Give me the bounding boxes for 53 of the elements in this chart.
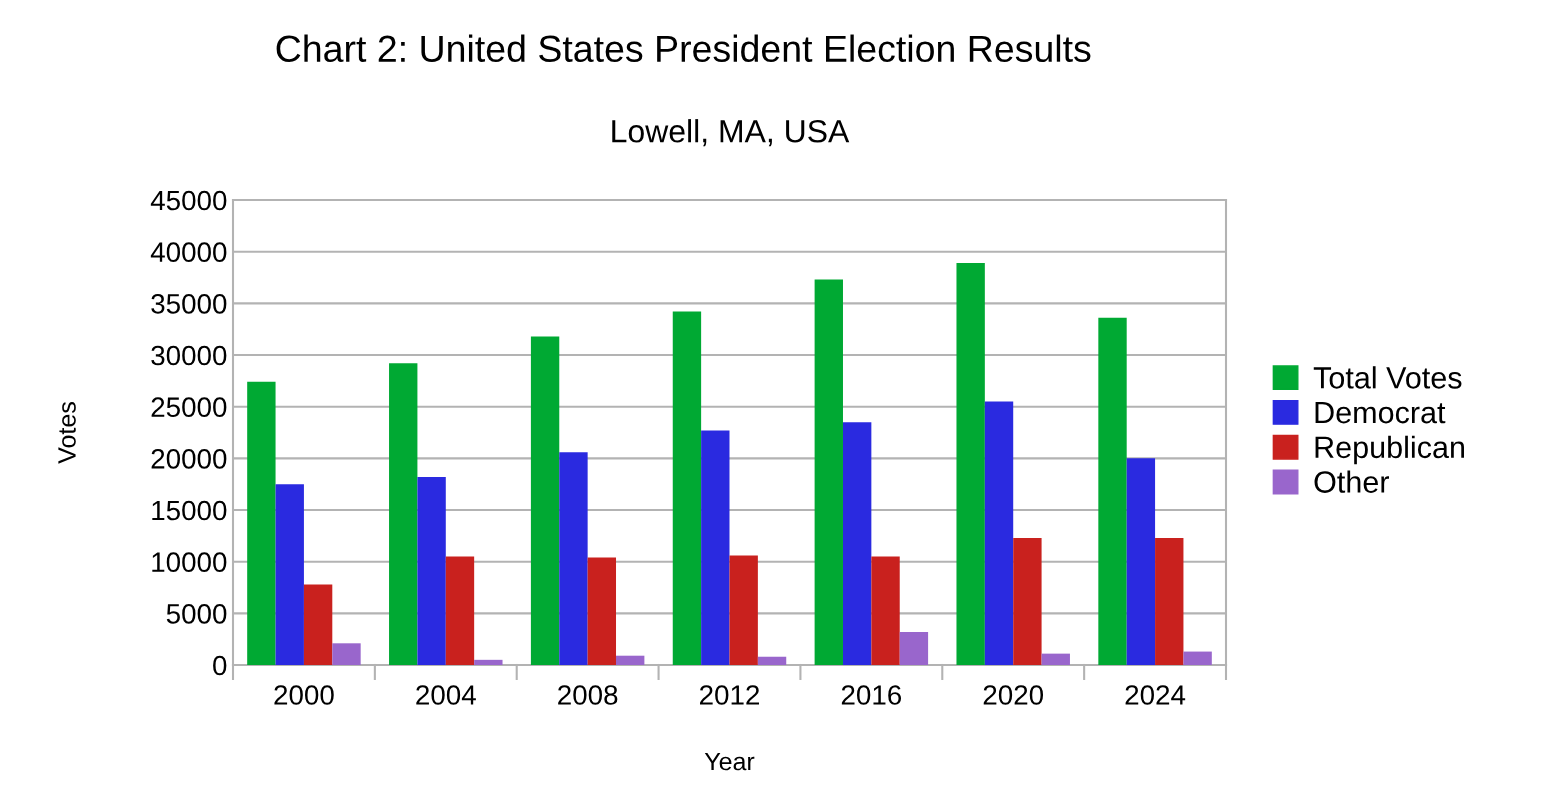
y-tick-label: 20000 xyxy=(151,449,227,469)
bar xyxy=(559,452,588,665)
x-tick-label: 2000 xyxy=(274,685,334,705)
legend-label: Republican xyxy=(1315,435,1464,465)
y-axis-title: Votes xyxy=(58,402,76,464)
bar xyxy=(899,631,929,665)
bar xyxy=(701,430,730,665)
y-tick-label: 25000 xyxy=(151,397,227,418)
legend-label: Other xyxy=(1314,470,1389,493)
bar xyxy=(474,659,503,665)
bar xyxy=(1041,653,1070,665)
x-tick-label: 2016 xyxy=(841,685,902,705)
bar xyxy=(757,656,787,665)
bar xyxy=(842,422,872,665)
bar xyxy=(814,279,843,665)
legend-label: Democrat xyxy=(1315,402,1446,424)
bar xyxy=(587,557,617,665)
bar xyxy=(275,484,304,665)
bar xyxy=(1098,317,1127,665)
bar xyxy=(303,584,333,665)
bar xyxy=(871,556,900,665)
chart-title: Chart 2: United States President Election Results xyxy=(276,34,1091,63)
bar xyxy=(672,311,702,665)
bar xyxy=(389,363,418,665)
y-tick-label: 0 xyxy=(213,655,227,676)
bar xyxy=(417,476,446,665)
bar xyxy=(729,555,758,665)
x-tick-label: 2024 xyxy=(1125,685,1186,705)
y-tick-label: 5000 xyxy=(166,604,227,624)
y-tick-label: 15000 xyxy=(152,500,227,521)
x-tick-label: 2008 xyxy=(558,685,618,705)
x-tick-label: 2004 xyxy=(416,685,476,705)
bar xyxy=(1126,458,1156,665)
y-tick-label: 40000 xyxy=(150,242,227,263)
y-tick-label: 10000 xyxy=(152,552,227,573)
chart-subtitle: Lowell, MA, USA xyxy=(612,119,850,147)
bar xyxy=(616,655,645,665)
bar xyxy=(1013,537,1042,665)
bar xyxy=(445,556,475,665)
legend-label: Total Votes xyxy=(1313,366,1462,389)
x-tick-label: 2020 xyxy=(983,685,1044,705)
bar xyxy=(530,336,560,665)
bar xyxy=(984,401,1014,665)
bar xyxy=(956,263,985,665)
bar xyxy=(1183,651,1212,665)
x-tick-label: 2012 xyxy=(700,685,760,705)
bar xyxy=(247,381,276,665)
x-axis-title: Year xyxy=(704,752,755,771)
bar xyxy=(1155,537,1184,665)
y-tick-label: 45000 xyxy=(150,190,227,211)
y-tick-label: 30000 xyxy=(151,345,227,366)
y-tick-label: 35000 xyxy=(151,294,227,314)
bar xyxy=(332,643,361,665)
